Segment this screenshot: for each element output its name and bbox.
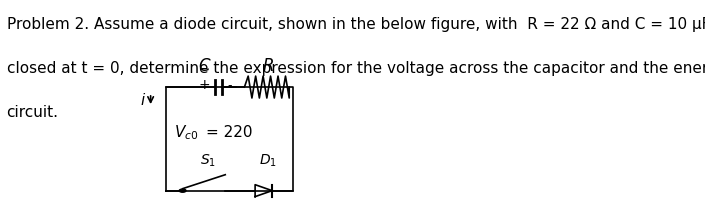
Text: -: - [228, 79, 232, 92]
Circle shape [179, 189, 186, 192]
Text: C: C [198, 57, 210, 75]
Text: R: R [262, 57, 274, 75]
Text: = 220: = 220 [206, 125, 252, 140]
Text: i: i [140, 93, 145, 107]
Text: $D_1$: $D_1$ [259, 152, 277, 169]
Text: circuit.: circuit. [6, 105, 59, 120]
Text: $S_1$: $S_1$ [200, 152, 216, 169]
Text: $V_{c0}$: $V_{c0}$ [174, 124, 199, 142]
Text: +: + [199, 78, 211, 92]
Text: Problem 2. Assume a diode circuit, shown in the below figure, with  R = 22 Ω and: Problem 2. Assume a diode circuit, shown… [6, 17, 705, 32]
Text: closed at t = 0, determine the expression for the voltage across the capacitor a: closed at t = 0, determine the expressio… [6, 61, 705, 76]
